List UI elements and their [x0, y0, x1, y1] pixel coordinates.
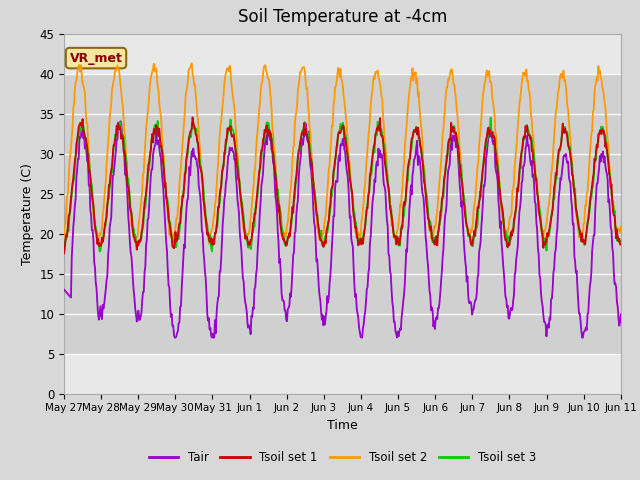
Legend: Tair, Tsoil set 1, Tsoil set 2, Tsoil set 3: Tair, Tsoil set 1, Tsoil set 2, Tsoil se… [144, 446, 541, 469]
Y-axis label: Temperature (C): Temperature (C) [21, 163, 34, 264]
Title: Soil Temperature at -4cm: Soil Temperature at -4cm [237, 9, 447, 26]
Bar [64, 73, 621, 354]
Text: VR_met: VR_met [70, 51, 122, 65]
X-axis label: Time: Time [327, 419, 358, 432]
